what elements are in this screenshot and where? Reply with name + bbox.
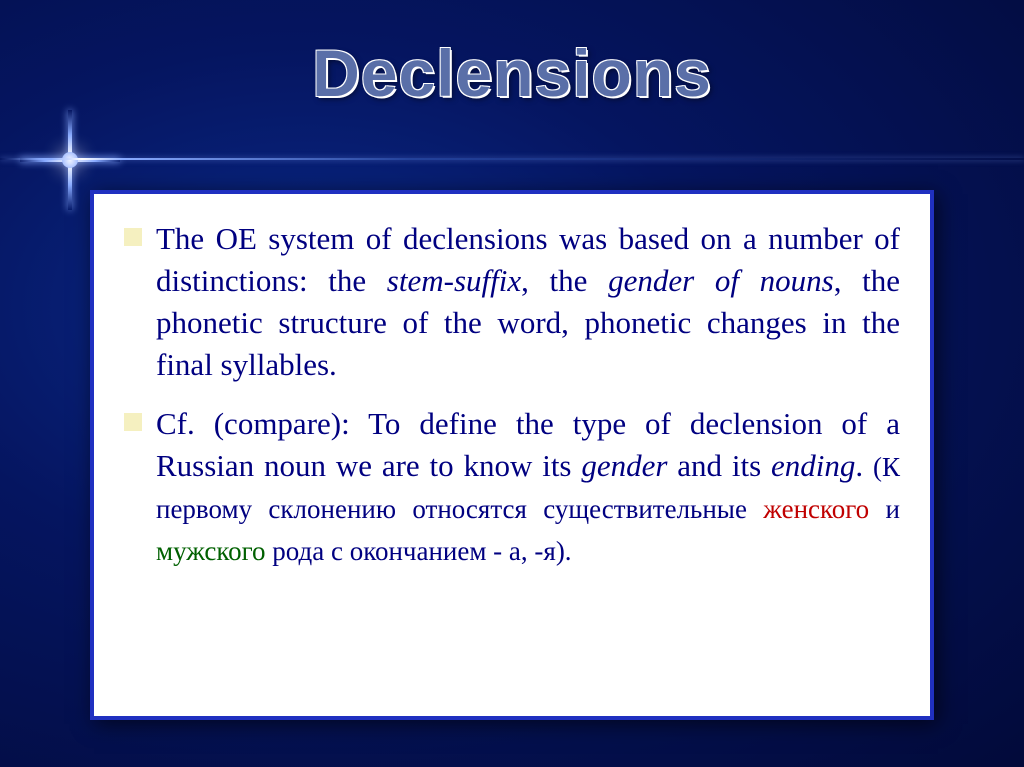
italic-run: stem-suffix <box>387 263 521 298</box>
paragraph-2-text: Cf. (compare): To define the type of dec… <box>156 403 900 570</box>
paragraph-1-text: The OE system of declensions was based o… <box>156 218 900 385</box>
slide-title: Declensions <box>0 35 1024 111</box>
text-run: . <box>855 448 873 483</box>
paragraph-1: The OE system of declensions was based o… <box>124 218 900 385</box>
text-run: and its <box>667 448 771 483</box>
italic-run: gender <box>581 448 667 483</box>
bullet-icon <box>124 228 142 246</box>
decorative-line <box>0 158 1024 160</box>
bullet-icon <box>124 413 142 431</box>
green-run: мужского <box>156 536 266 566</box>
small-run: и <box>869 494 900 524</box>
text-run: , the <box>521 263 608 298</box>
small-run: рода с окончанием - а, -я). <box>266 536 572 566</box>
italic-run: gender of nouns <box>608 263 834 298</box>
italic-run: ending <box>771 448 855 483</box>
paragraph-2: Cf. (compare): To define the type of dec… <box>124 403 900 570</box>
red-run: женского <box>763 494 869 524</box>
content-box: The OE system of declensions was based o… <box>90 190 934 720</box>
